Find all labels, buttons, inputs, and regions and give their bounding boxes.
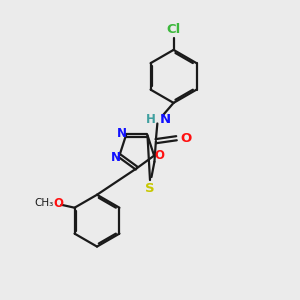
Text: O: O — [180, 132, 192, 145]
Text: CH₃: CH₃ — [34, 198, 53, 208]
Text: N: N — [159, 112, 170, 126]
Text: O: O — [53, 197, 63, 210]
Text: S: S — [145, 182, 155, 194]
Text: N: N — [117, 127, 127, 140]
Text: H: H — [146, 112, 155, 126]
Text: O: O — [154, 149, 164, 162]
Text: Cl: Cl — [167, 23, 181, 36]
Text: N: N — [111, 151, 121, 164]
